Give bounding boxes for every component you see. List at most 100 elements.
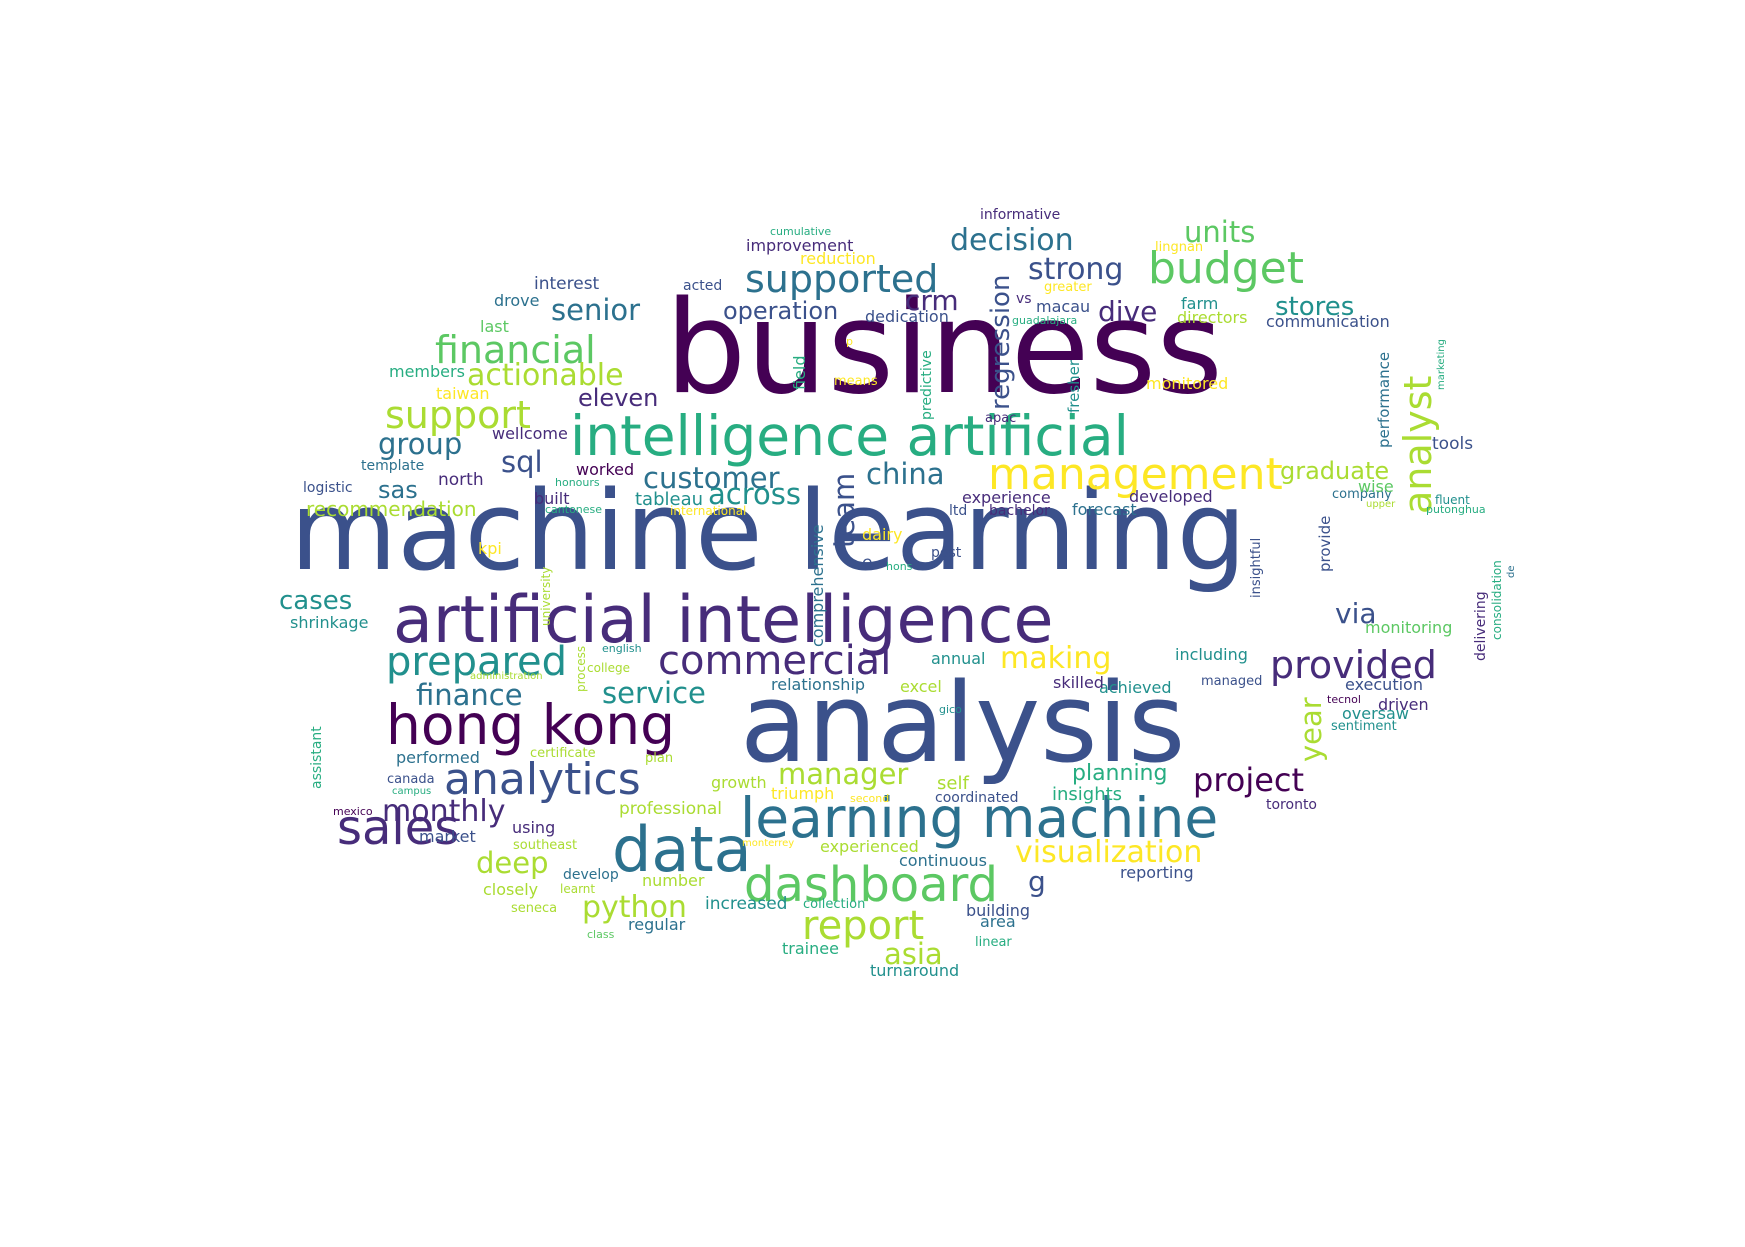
- word-hong-kong: hong kong: [386, 693, 676, 757]
- word-analysis: analysis: [740, 659, 1186, 787]
- word-built: built: [534, 489, 570, 508]
- word-p: p: [846, 335, 853, 348]
- word-putonghua: putonghua: [1426, 503, 1486, 516]
- word-tableau: tableau: [635, 489, 704, 510]
- word-sentiment: sentiment: [1331, 719, 1397, 734]
- word-reporting: reporting: [1120, 863, 1194, 882]
- word-shrinkage: shrinkage: [290, 613, 369, 632]
- word-means: means: [834, 374, 878, 389]
- word-developed: developed: [1129, 487, 1213, 506]
- word-insights: insights: [1052, 784, 1123, 805]
- word-team: team: [827, 472, 861, 548]
- word-support: support: [385, 393, 531, 437]
- word-wise: wise: [1358, 477, 1394, 496]
- word-visualization: visualization: [1015, 835, 1203, 870]
- word-last: last: [480, 317, 509, 336]
- word-experienced: experienced: [820, 837, 919, 856]
- word-performance: performance: [1375, 351, 1393, 448]
- word-company: company: [1332, 487, 1392, 502]
- word-reduction: reduction: [800, 249, 876, 268]
- word-sql: sql: [501, 445, 543, 479]
- word-graduate: graduate: [1280, 457, 1390, 485]
- word-predictive: predictive: [919, 350, 935, 420]
- word-collection: collection: [803, 897, 866, 912]
- word-trainee: trainee: [782, 939, 839, 958]
- word-university: university: [539, 566, 553, 626]
- word-analytics: analytics: [444, 754, 641, 805]
- word-e: e: [862, 553, 873, 573]
- word-deep: deep: [476, 846, 549, 880]
- word-upper: upper: [1366, 499, 1396, 510]
- word-interest: interest: [534, 274, 600, 294]
- word-guadalajara: guadalajara: [1012, 314, 1078, 327]
- word-farm: farm: [1181, 294, 1219, 313]
- word-python: python: [582, 890, 687, 925]
- word-taiwan: taiwan: [436, 384, 490, 403]
- word-eleven: eleven: [578, 384, 659, 412]
- word-linear: linear: [975, 935, 1012, 950]
- word-learnt: learnt: [560, 882, 596, 896]
- word-communication: communication: [1266, 312, 1390, 331]
- word-forecast: forecast: [1072, 500, 1137, 519]
- word-cantonese: cantonese: [545, 503, 603, 516]
- word-actionable: actionable: [467, 358, 624, 393]
- word-improvement: improvement: [746, 236, 854, 255]
- word-canada: canada: [387, 772, 435, 787]
- word-provided: provided: [1270, 643, 1437, 687]
- word-de: de: [1506, 565, 1517, 579]
- word-directors: directors: [1177, 308, 1248, 327]
- word-decision: decision: [950, 223, 1074, 258]
- word-asia: asia: [884, 937, 943, 971]
- word-tools: tools: [1432, 434, 1474, 454]
- word-artificial-intelligence: artificial intelligence: [393, 583, 1054, 658]
- word-english: english: [602, 642, 642, 655]
- word-honours: honours: [555, 476, 600, 489]
- word-hons: hons: [886, 560, 913, 573]
- word-lingnan: lingnan: [1155, 240, 1204, 255]
- word-informative: informative: [980, 207, 1061, 223]
- word-g: g: [1028, 865, 1046, 898]
- word-supported: supported: [745, 257, 939, 301]
- word-performed: performed: [396, 748, 480, 767]
- word-customer: customer: [643, 461, 780, 495]
- word-coordinated: coordinated: [935, 790, 1019, 806]
- word-cumulative: cumulative: [770, 225, 832, 238]
- word-monitoring: monitoring: [1365, 618, 1453, 637]
- word-project: project: [1193, 761, 1305, 799]
- word-report: report: [802, 903, 925, 949]
- word-delivering: delivering: [1473, 591, 1489, 661]
- word-increased: increased: [705, 894, 788, 914]
- word-regular: regular: [628, 915, 686, 934]
- word-data: data: [612, 813, 752, 886]
- word-cases: cases: [279, 586, 353, 616]
- word-administration: administration: [470, 671, 543, 682]
- word-across: across: [708, 477, 801, 511]
- word-management: management: [988, 449, 1283, 500]
- word-area: area: [980, 912, 1016, 931]
- word-process: process: [574, 645, 588, 692]
- word-managed: managed: [1201, 674, 1263, 689]
- word-china: china: [866, 457, 945, 491]
- word-via: via: [1335, 597, 1377, 630]
- word-develop: develop: [563, 867, 619, 883]
- word-apac: apac: [985, 411, 1017, 426]
- word-service: service: [602, 676, 706, 710]
- word-comprehensive: comprehensive: [808, 524, 827, 647]
- word-building: building: [966, 901, 1031, 920]
- word-crm: crm: [905, 284, 959, 317]
- word-budget: budget: [1148, 243, 1304, 294]
- word-greater: greater: [1044, 280, 1092, 295]
- word-dive: dive: [1098, 295, 1158, 328]
- word-execution: execution: [1345, 675, 1423, 694]
- word-skilled: skilled: [1053, 673, 1104, 692]
- word-provide: provide: [1316, 515, 1334, 572]
- word-planning: planning: [1072, 761, 1168, 786]
- word-worked: worked: [576, 460, 635, 479]
- word-template: template: [361, 458, 425, 474]
- word-operation: operation: [723, 297, 839, 325]
- word-monthly: monthly: [382, 794, 506, 829]
- word-relationship: relationship: [771, 675, 866, 694]
- word-monitored: monitored: [1146, 374, 1229, 393]
- word-dairy: dairy: [862, 525, 903, 544]
